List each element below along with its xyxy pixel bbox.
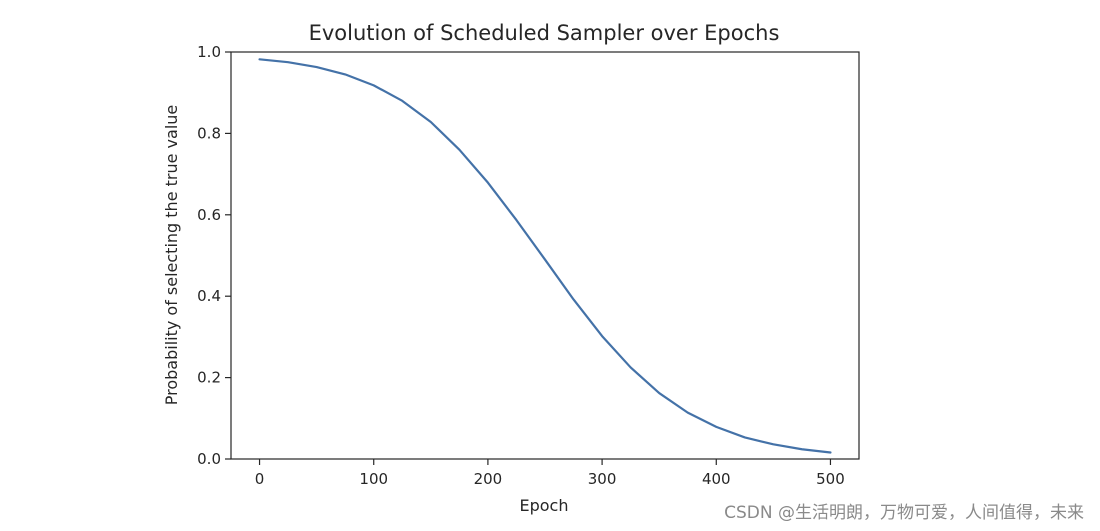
x-axis-title: Epoch [520,496,569,515]
plot-area [230,51,860,460]
x-tick-label: 400 [702,470,731,488]
x-tick-label: 0 [255,470,265,488]
y-axis: 0.0 0.2 0.4 0.6 0.8 1.0 [197,43,231,468]
x-tick-label: 200 [474,470,503,488]
x-tick-label: 500 [816,470,845,488]
series-line-0 [258,58,832,454]
y-tick-label: 1.0 [197,43,221,61]
y-axis-title: Probability of selecting the true value [162,105,181,406]
y-tick-label: 0.0 [197,450,221,468]
y-tick-label: 0.6 [197,206,221,224]
y-tick-label: 0.2 [197,369,221,387]
watermark-text: CSDN @生活明朗，万物可爱，人间值得，未来 [724,503,1084,523]
plot-frame [230,51,860,460]
y-tick-label: 0.4 [197,287,221,305]
x-tick-label: 300 [588,470,617,488]
x-tick-label: 100 [359,470,388,488]
x-axis: 0 100 200 300 400 500 [255,459,845,488]
y-tick-label: 0.8 [197,124,221,142]
chart-title: Evolution of Scheduled Sampler over Epoc… [309,21,780,45]
